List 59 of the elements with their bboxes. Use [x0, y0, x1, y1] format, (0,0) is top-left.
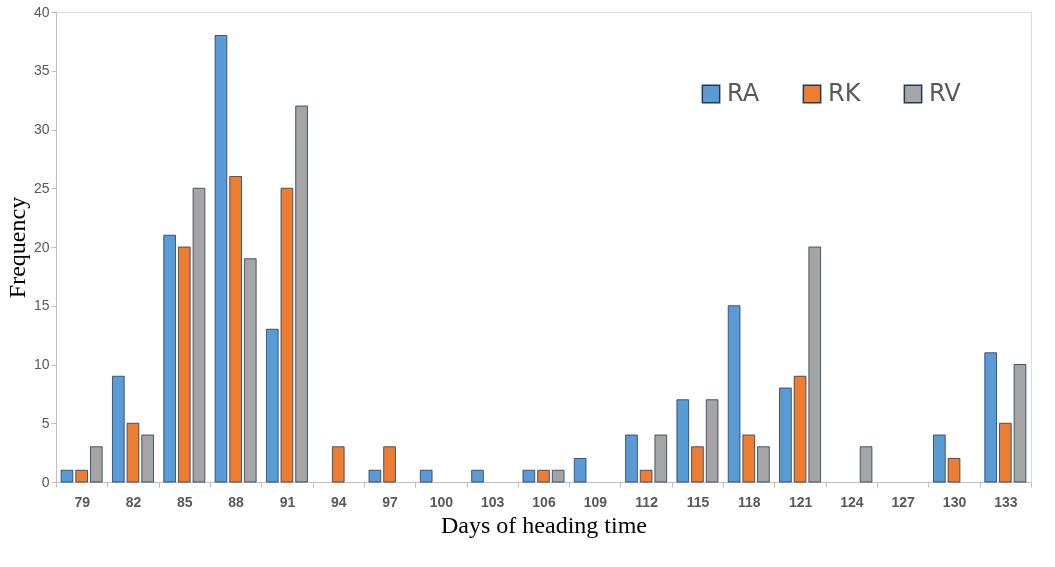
x-tick-label: 121 [788, 493, 813, 510]
bar [244, 258, 257, 483]
x-tick-label: 82 [125, 493, 142, 510]
bar [522, 469, 536, 483]
x-tick-label: 106 [532, 493, 556, 510]
x-tick-label: 88 [228, 493, 245, 510]
legend-label: RK [828, 79, 862, 107]
bar [933, 434, 946, 483]
x-tick-label: 94 [330, 493, 347, 510]
bar [331, 446, 345, 483]
bar [471, 469, 484, 483]
bar [859, 446, 873, 483]
bar [757, 446, 770, 483]
bar [163, 234, 176, 483]
bar [537, 469, 550, 483]
y-tick-label: 5 [41, 414, 50, 431]
bar [984, 352, 997, 483]
bar [779, 387, 792, 483]
x-axis-title: Days of heading time [441, 511, 647, 538]
bar [90, 446, 103, 483]
y-tick-label: 40 [33, 3, 50, 20]
bar [676, 399, 690, 483]
bar [573, 458, 587, 483]
x-tick-label: 118 [737, 493, 761, 510]
x-tick-label: 115 [686, 493, 710, 510]
x-tick-label: 124 [840, 493, 864, 510]
y-tick-label: 30 [33, 121, 50, 137]
bar [551, 469, 565, 483]
x-tick-label: 85 [177, 493, 193, 510]
bar [419, 469, 433, 483]
x-tick-label: 112 [635, 493, 659, 510]
bar [947, 458, 961, 483]
bar [229, 176, 242, 483]
bar [625, 434, 638, 483]
y-tick-label: 20 [33, 238, 50, 255]
bar [691, 446, 704, 483]
x-tick-label: 127 [891, 493, 916, 510]
y-axis-title: Frequency [3, 196, 30, 299]
legend-label: RA [727, 79, 760, 107]
bar [383, 446, 396, 483]
bar [705, 399, 719, 483]
y-tick-label: 0 [41, 473, 50, 490]
x-tick-label: 91 [279, 493, 296, 510]
y-tick-label: 25 [33, 179, 50, 196]
x-tick-label: 79 [74, 493, 91, 510]
x-tick-label: 130 [942, 493, 967, 510]
legend-label: RV [929, 79, 962, 107]
bar [141, 434, 154, 483]
bar [295, 105, 308, 483]
x-tick-label: 133 [994, 493, 1018, 510]
y-tick-label: 15 [33, 297, 50, 314]
x-tick-label: 103 [481, 493, 505, 510]
x-tick-label: 100 [429, 493, 454, 510]
x-tick-label: 109 [583, 493, 608, 510]
y-tick-label: 35 [33, 62, 50, 79]
y-tick-label: 10 [33, 356, 50, 372]
bar [214, 35, 228, 483]
bar [368, 469, 382, 483]
x-tick-label: 97 [382, 493, 399, 510]
